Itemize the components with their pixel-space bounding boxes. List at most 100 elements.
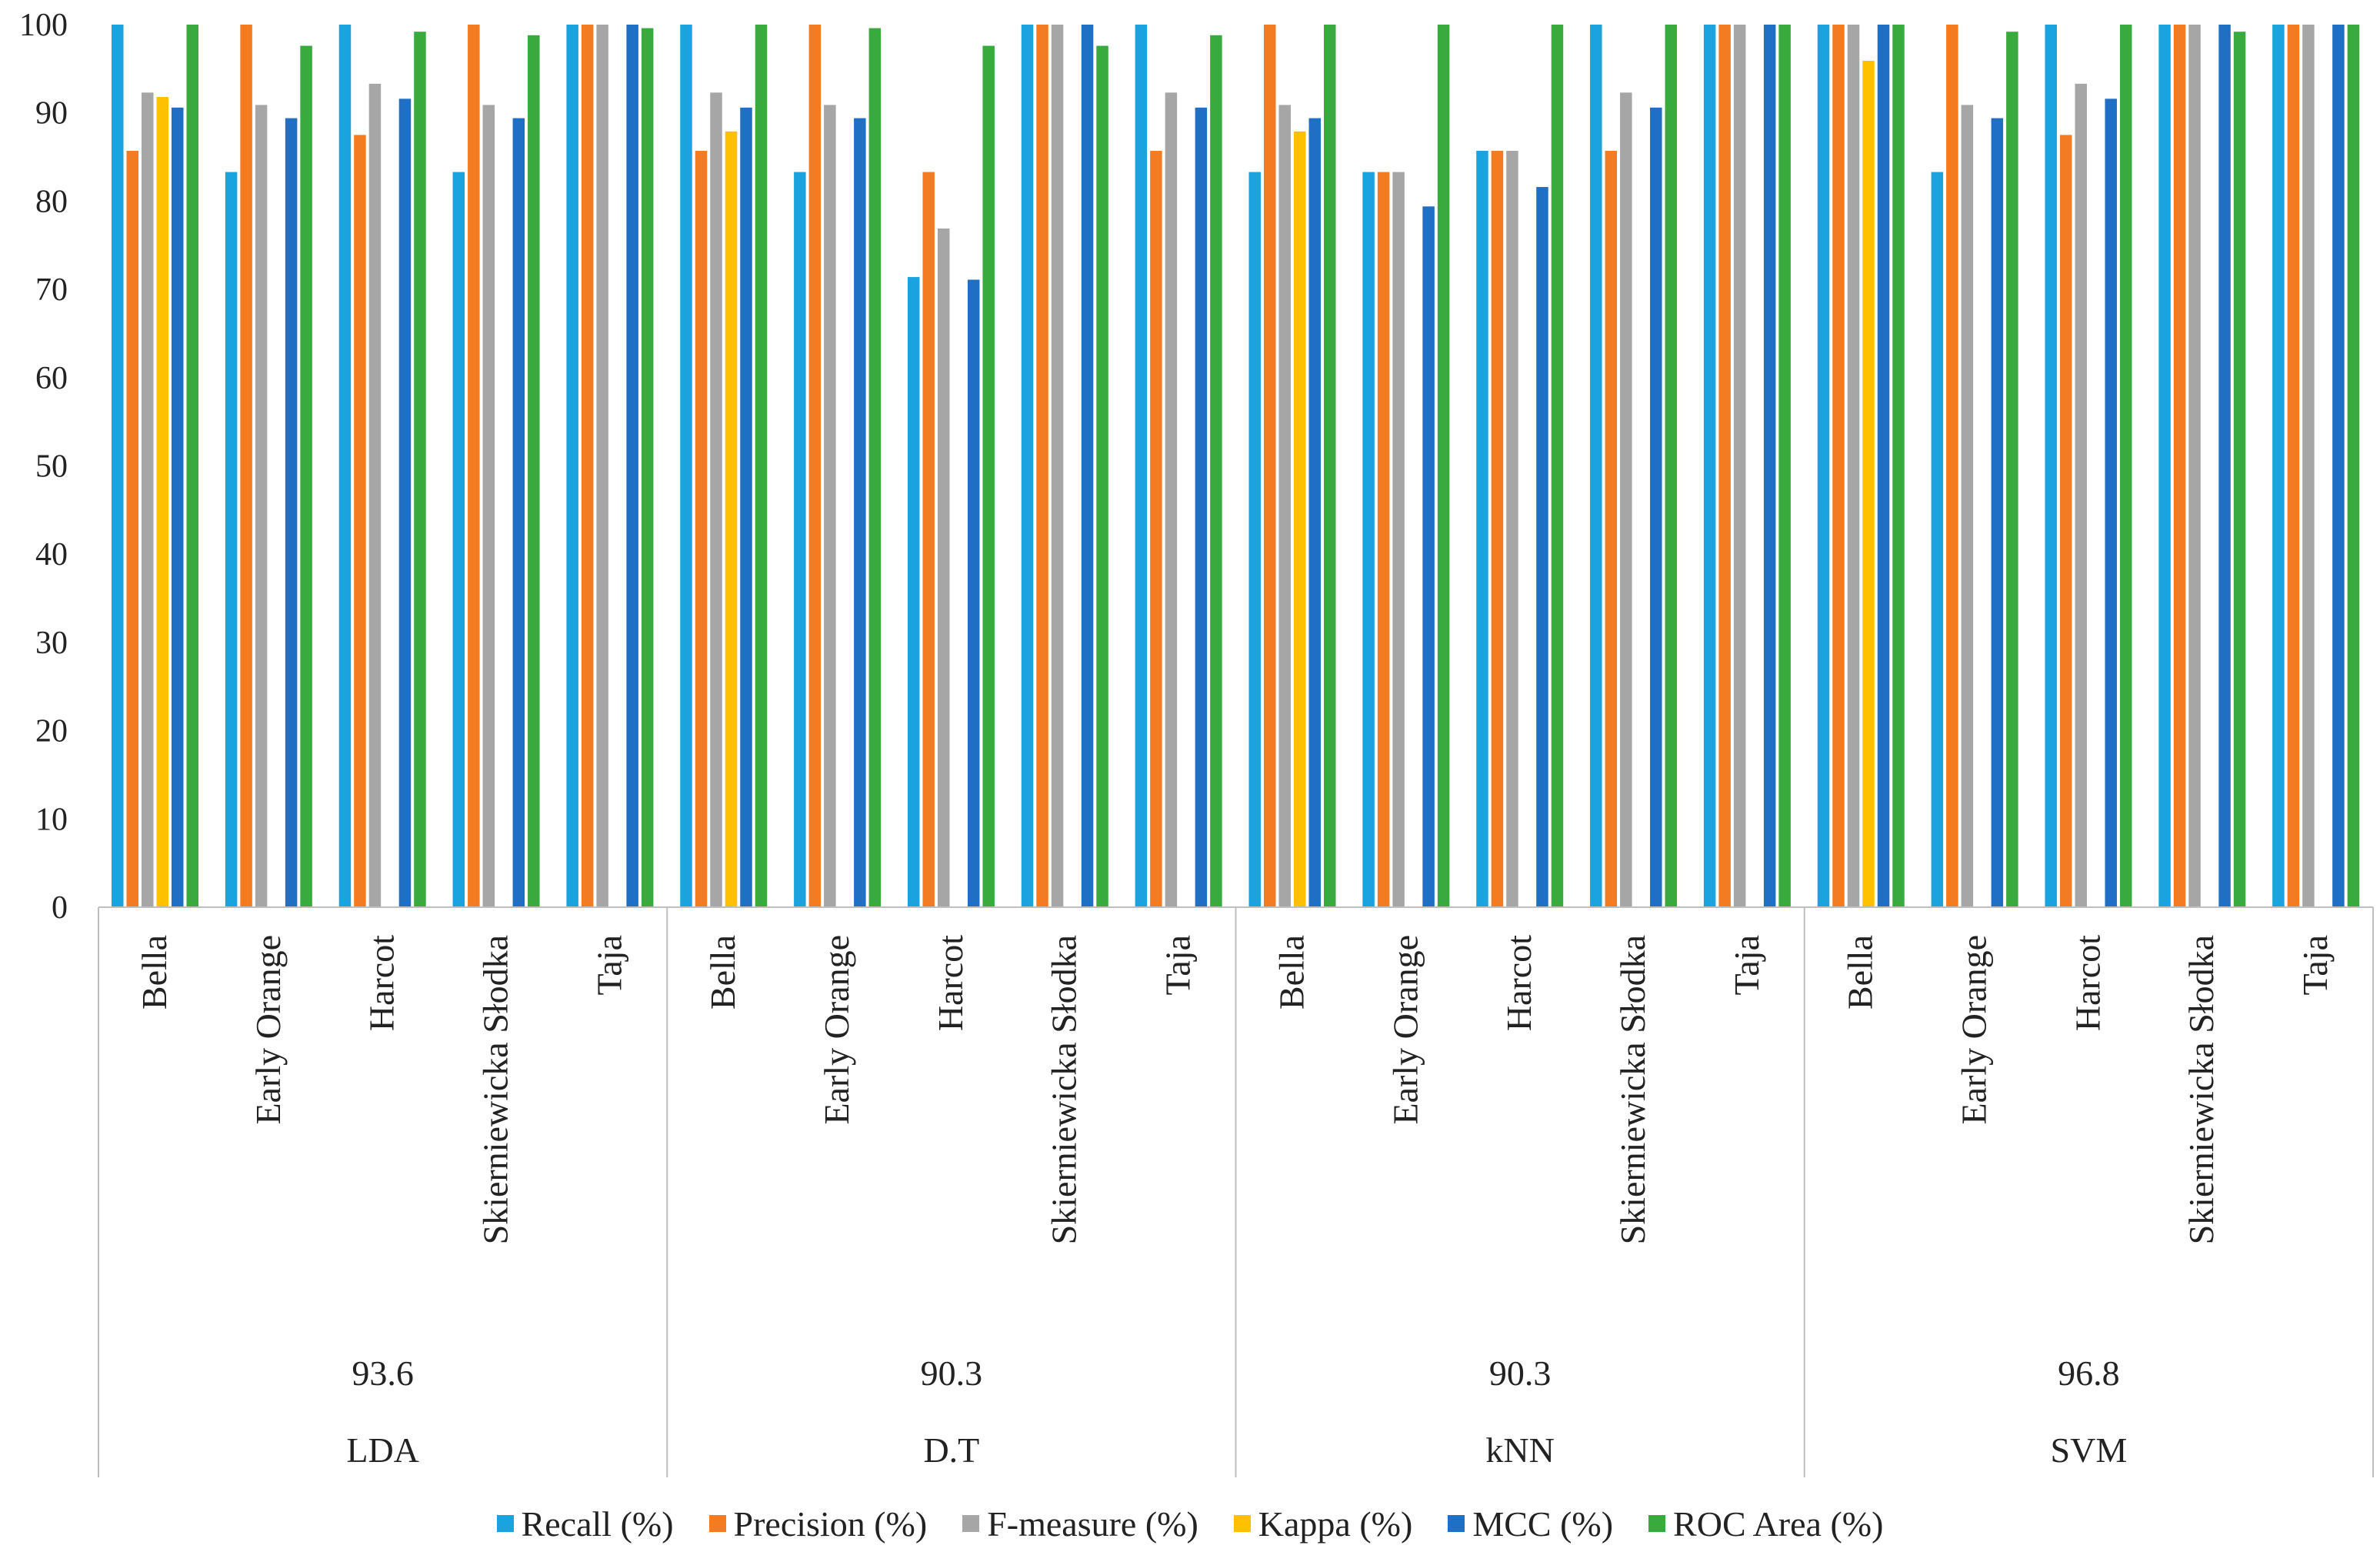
bar-knn-skierniewicka-s-odka-5 [1665, 25, 1678, 907]
bar-knn-early-orange-4 [1422, 206, 1435, 908]
y-tick-label: 50 [35, 449, 68, 485]
bar-dt-early-orange-0 [794, 172, 806, 907]
category-label: Bella [135, 935, 174, 1010]
bar-lda-harcot-0 [338, 25, 352, 907]
bar-knn-skierniewicka-s-odka-0 [1590, 25, 1602, 907]
legend-swatch [708, 1515, 726, 1532]
category-label: Bella [703, 935, 742, 1010]
bar-lda-bella-4 [172, 107, 184, 907]
bar-knn-skierniewicka-s-odka-4 [1650, 107, 1662, 907]
bar-dt-bella-1 [695, 151, 708, 907]
bar-lda-harcot-4 [398, 98, 412, 907]
bar-svm-taja-4 [2332, 25, 2345, 907]
group-accuracy-label: 90.3 [921, 1353, 983, 1393]
y-tick-label: 30 [35, 626, 68, 661]
legend-label: Recall (%) [521, 1504, 674, 1544]
y-tick-label: 60 [35, 361, 68, 396]
bar-dt-harcot-2 [937, 228, 950, 907]
bar-dt-harcot-4 [967, 279, 980, 907]
bar-lda-early-orange-1 [240, 25, 252, 907]
y-tick-label: 10 [35, 802, 68, 837]
bar-knn-bella-5 [1324, 25, 1336, 907]
category-label: Early Orange [1385, 935, 1425, 1125]
bar-knn-early-orange-1 [1377, 172, 1390, 907]
legend-item: F-measure (%) [962, 1504, 1198, 1544]
bar-knn-harcot-4 [1536, 187, 1548, 908]
category-label: Early Orange [248, 935, 288, 1125]
bar-svm-skierniewicka-s-odka-1 [2173, 25, 2186, 907]
bar-svm-skierniewicka-s-odka-0 [2158, 25, 2171, 907]
bar-lda-early-orange-2 [255, 105, 268, 908]
legend-label: ROC Area (%) [1673, 1504, 1884, 1544]
bar-svm-harcot-2 [2075, 83, 2087, 907]
bar-knn-taja-5 [1778, 25, 1791, 907]
bar-lda-harcot-5 [414, 32, 426, 907]
group-name-label: LDA [346, 1430, 419, 1470]
category-label: Taja [1158, 935, 1198, 996]
bar-knn-harcot-5 [1551, 25, 1564, 907]
bars-layer [112, 25, 2360, 908]
category-label: Skierniewicka Słodka [1045, 935, 1084, 1244]
bar-lda-bella-2 [142, 92, 154, 908]
bar-dt-skierniewicka-s-odka-5 [1096, 45, 1108, 908]
bar-svm-taja-1 [2287, 25, 2300, 907]
legend-swatch [496, 1515, 514, 1532]
category-label: Skierniewicka Słodka [1613, 935, 1652, 1244]
y-tick-label: 90 [35, 96, 68, 132]
bar-knn-early-orange-0 [1362, 172, 1375, 907]
bar-dt-early-orange-2 [824, 105, 836, 908]
legend-item: ROC Area (%) [1648, 1504, 1883, 1544]
bar-lda-early-orange-0 [225, 172, 238, 907]
bar-knn-harcot-1 [1491, 151, 1504, 907]
category-label: Bella [1841, 935, 1880, 1010]
bar-svm-early-orange-0 [1931, 172, 1944, 907]
bar-svm-skierniewicka-s-odka-2 [2188, 25, 2201, 907]
bar-dt-taja-0 [1135, 25, 1148, 907]
bar-svm-early-orange-5 [2006, 32, 2018, 907]
bar-knn-early-orange-5 [1437, 25, 1450, 907]
bar-lda-skierniewicka-s-odka-0 [452, 172, 465, 907]
bar-svm-bella-0 [1817, 25, 1830, 907]
y-axis: 0 10 20 30 40 50 60 70 80 90 100 [19, 8, 68, 926]
legend-label: Precision (%) [733, 1504, 928, 1544]
y-tick-label: 80 [35, 184, 68, 219]
bar-knn-taja-4 [1763, 25, 1776, 907]
bar-lda-skierniewicka-s-odka-5 [528, 35, 540, 907]
bar-knn-bella-1 [1264, 25, 1276, 907]
bar-svm-harcot-0 [2045, 25, 2057, 907]
bar-knn-taja-0 [1703, 25, 1716, 907]
legend-swatch [1648, 1515, 1666, 1532]
bar-lda-skierniewicka-s-odka-4 [512, 118, 525, 907]
x-axis: Bella Early Orange Harcot Skierniewicka Sło… [98, 906, 2374, 1477]
bar-dt-taja-2 [1165, 92, 1178, 908]
legend: Recall (%) Precision (%) F-measure (%) Kapp… [0, 1500, 2380, 1547]
bar-svm-bella-4 [1877, 25, 1890, 907]
bar-dt-taja-1 [1150, 151, 1162, 907]
bar-svm-skierniewicka-s-odka-4 [2218, 25, 2231, 907]
bar-dt-early-orange-4 [854, 118, 866, 907]
bar-lda-bella-5 [186, 25, 198, 907]
y-tick-label: 0 [52, 890, 68, 926]
bar-dt-bella-3 [725, 131, 738, 908]
bar-dt-bella-4 [740, 107, 752, 907]
category-label: Early Orange [817, 935, 856, 1125]
bar-knn-early-orange-2 [1392, 172, 1405, 907]
bar-knn-skierniewicka-s-odka-1 [1605, 151, 1618, 907]
bar-svm-bella-3 [1862, 61, 1875, 908]
group-name-label: kNN [1485, 1430, 1554, 1470]
bar-dt-harcot-1 [922, 172, 935, 907]
legend-item: MCC (%) [1448, 1504, 1613, 1544]
legend-item: Kappa (%) [1233, 1504, 1412, 1544]
bar-dt-taja-5 [1210, 35, 1222, 907]
y-tick-label: 100 [19, 8, 68, 43]
group-accuracy-label: 90.3 [1489, 1353, 1552, 1393]
category-label: Taja [1727, 935, 1766, 996]
bar-knn-bella-0 [1248, 172, 1261, 907]
bar-knn-harcot-0 [1476, 151, 1488, 907]
category-label: Harcot [931, 935, 970, 1031]
bar-svm-harcot-5 [2119, 25, 2132, 907]
category-label: Taja [2295, 935, 2335, 996]
bar-dt-harcot-5 [982, 45, 995, 908]
bar-svm-early-orange-1 [1946, 25, 1958, 907]
bar-knn-bella-2 [1278, 105, 1291, 908]
